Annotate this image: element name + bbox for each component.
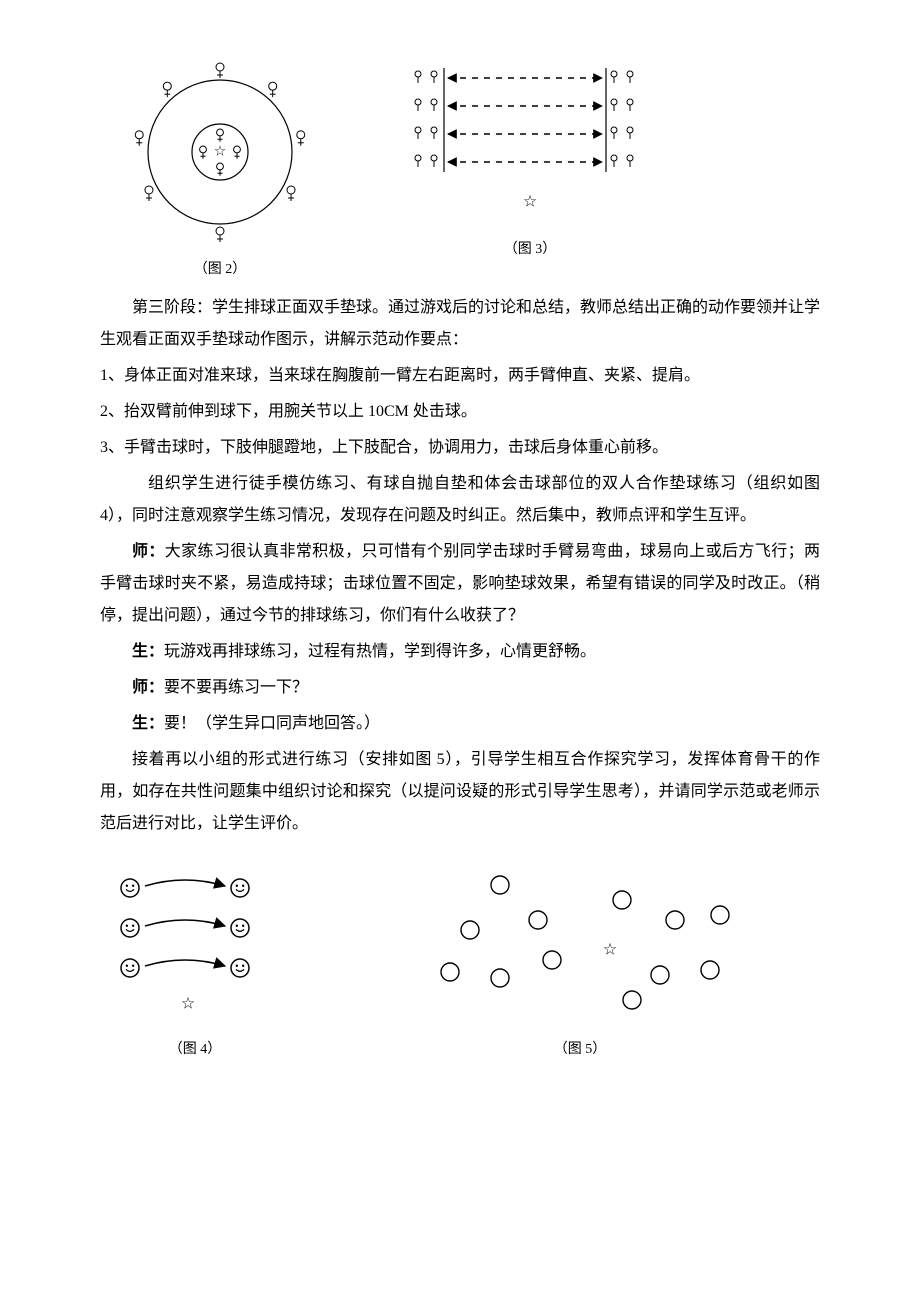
figure-row-2: ☆ （图 4） ☆ （图 5） (100, 860, 820, 1064)
fig4-svg: ☆ (100, 860, 290, 1030)
svg-text:☆: ☆ (523, 194, 537, 211)
followup-para: 接着再以小组的形式进行练习（安排如图 5），引导学生相互合作探究学习，发挥体育骨… (100, 744, 820, 840)
figure-3: ☆ （图 3） (400, 60, 660, 284)
fig5-svg: ☆ (410, 860, 750, 1030)
fig3-caption: （图 3） (504, 236, 557, 264)
fig5-caption: （图 5） (554, 1036, 607, 1064)
figure-5: ☆ （图 5） (410, 860, 750, 1064)
svg-text:☆: ☆ (181, 996, 195, 1013)
organize-para: 组织学生进行徒手模仿练习、有球自抛自垫和体会击球部位的双人合作垫球练习（组织如图… (100, 468, 820, 532)
point-2: 2、抬双臂前伸到球下，用腕关节以上 10CM 处击球。 (100, 396, 820, 428)
student-label-2: 生： (132, 715, 164, 732)
fig2-svg: ☆ (100, 60, 340, 250)
teacher-line-2: 师：要不要再练习一下？ (100, 672, 820, 704)
student-line-2: 生：要！（学生异口同声地回答。） (100, 708, 820, 740)
svg-text:☆: ☆ (603, 942, 617, 959)
student-label: 生： (132, 643, 164, 660)
point-3: 3、手臂击球时，下肢伸腿蹬地，上下肢配合，协调用力，击球后身体重心前移。 (100, 432, 820, 464)
figure-2: ☆ （图 2） (100, 60, 340, 284)
teacher-text-2: 要不要再练习一下？ (164, 679, 308, 696)
teacher-text-1: 大家练习很认真非常积极，只可惜有个别同学击球时手臂易弯曲，球易向上或后方飞行；两… (100, 543, 820, 624)
teacher-label: 师： (132, 543, 165, 560)
student-text-1: 玩游戏再排球练习，过程有热情，学到得许多，心情更舒畅。 (164, 643, 596, 660)
teacher-line-1: 师：大家练习很认真非常积极，只可惜有个别同学击球时手臂易弯曲，球易向上或后方飞行… (100, 536, 820, 632)
figure-row-1: ☆ （图 2） ☆ （图 3） (100, 60, 820, 284)
point-1: 1、身体正面对准来球，当来球在胸腹前一臂左右距离时，两手臂伸直、夹紧、提肩。 (100, 360, 820, 392)
stage3-lead: 第三阶段：学生排球正面双手垫球。通过游戏后的讨论和总结，教师总结出正确的动作要领… (100, 292, 820, 356)
teacher-label-2: 师： (132, 679, 164, 696)
fig2-caption: （图 2） (194, 256, 247, 284)
svg-text:☆: ☆ (214, 145, 227, 160)
student-line-1: 生：玩游戏再排球练习，过程有热情，学到得许多，心情更舒畅。 (100, 636, 820, 668)
fig4-caption: （图 4） (169, 1036, 222, 1064)
fig3-svg: ☆ (400, 60, 660, 230)
student-text-2: 要！（学生异口同声地回答。） (164, 715, 380, 732)
figure-4: ☆ （图 4） (100, 860, 290, 1064)
